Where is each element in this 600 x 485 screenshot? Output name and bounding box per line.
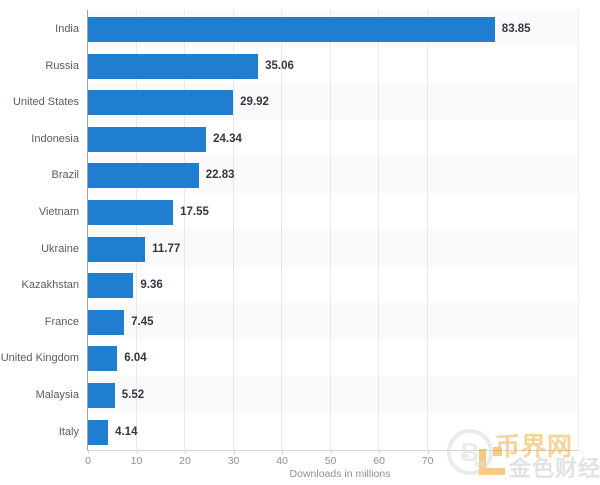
category-label: United Kingdom	[0, 352, 79, 365]
category-label: Vietnam	[38, 206, 79, 218]
bar[interactable]	[88, 126, 207, 152]
bar-value-label: 11.77	[152, 242, 181, 255]
bar[interactable]	[88, 383, 115, 408]
category-label: Malaysia	[35, 389, 79, 401]
bar-value-label: 83.85	[501, 23, 531, 35]
bar[interactable]	[88, 346, 118, 372]
x-tick-label: 70	[421, 455, 434, 467]
bar-value-label: 5.52	[121, 389, 145, 401]
bar-row[interactable]: Malaysia 5.52	[0, 383, 600, 420]
gridline	[281, 10, 283, 450]
x-axis-line	[87, 450, 578, 451]
bar-row[interactable]: Vietnam 17.55	[0, 200, 600, 237]
x-tick-mark	[233, 450, 235, 454]
x-tick-mark	[185, 450, 187, 454]
x-tick-label: 60	[373, 455, 385, 467]
bar[interactable]	[88, 309, 125, 335]
bar[interactable]	[88, 90, 234, 116]
x-axis-title-label: Downloads in millions	[289, 468, 391, 480]
x-tick-label: 50	[324, 455, 337, 467]
bar[interactable]	[88, 163, 199, 189]
bar-row[interactable]: Indonesia 24.34	[0, 126, 600, 164]
bar-row[interactable]: United Kingdom 6.04	[0, 346, 600, 383]
bar-value-label: 22.83	[205, 169, 235, 182]
bar-row[interactable]: Russia 35.06	[0, 53, 600, 91]
bar-row[interactable]: France 7.45	[0, 309, 600, 347]
bar-value-label: 6.04	[124, 352, 147, 365]
gridline	[232, 10, 234, 450]
plot-right-edge	[578, 10, 579, 450]
bar-value-label: 24.34	[213, 132, 242, 145]
x-axis-title: Downloads in millions	[0, 468, 600, 480]
y-axis-line	[87, 10, 88, 450]
x-tick-mark	[88, 450, 89, 454]
bar-row[interactable]: United States 29.92	[0, 90, 600, 127]
x-tick-label: 10	[130, 455, 143, 467]
x-tick-label: 20	[179, 455, 191, 467]
x-tick-mark	[282, 450, 284, 454]
bar-value-label: 35.06	[265, 59, 294, 72]
bar-value-label: 29.92	[240, 96, 269, 109]
bar-row[interactable]: Brazil 22.83	[0, 163, 600, 200]
gridline	[184, 10, 186, 450]
row-band	[87, 302, 578, 340]
category-label: Italy	[58, 425, 79, 438]
category-label: Indonesia	[31, 132, 79, 145]
category-label: France	[44, 315, 79, 328]
bar-row[interactable]: India 83.85	[0, 17, 600, 54]
category-label: Russia	[45, 59, 79, 72]
category-label: Kazakhstan	[21, 279, 79, 292]
bar[interactable]	[88, 53, 259, 79]
bar-value-label: 17.55	[180, 206, 209, 218]
row-band	[87, 376, 578, 413]
category-label: India	[55, 23, 79, 35]
bar-value-label: 4.14	[115, 425, 138, 438]
row-band	[87, 229, 578, 267]
bar[interactable]	[88, 17, 495, 42]
x-tick-mark	[379, 450, 381, 454]
bar[interactable]	[88, 236, 146, 262]
bar-value-label: 7.45	[131, 315, 154, 328]
bar[interactable]	[88, 273, 134, 299]
bar-value-label: 9.36	[140, 279, 163, 292]
gridline	[329, 10, 331, 450]
category-label: United States	[12, 96, 79, 109]
bar-row[interactable]: Ukraine 11.77	[0, 236, 600, 274]
bar[interactable]	[88, 419, 109, 445]
gridline	[426, 10, 428, 450]
gridline	[135, 10, 137, 450]
bar[interactable]	[88, 200, 174, 225]
category-label: Brazil	[51, 169, 79, 182]
x-tick-mark	[330, 450, 332, 454]
x-tick-label: 40	[276, 455, 288, 467]
bar-row[interactable]: Kazakhstan 9.36	[0, 273, 600, 310]
x-tick-mark	[427, 450, 429, 454]
gridline	[378, 10, 380, 450]
x-tick-label: 30	[227, 455, 240, 467]
x-tick-label: 0	[85, 455, 91, 467]
x-tick-mark	[136, 450, 138, 454]
category-label: Ukraine	[41, 242, 79, 255]
bar-row[interactable]: Italy 4.14	[0, 419, 600, 457]
plot-area	[87, 10, 578, 450]
